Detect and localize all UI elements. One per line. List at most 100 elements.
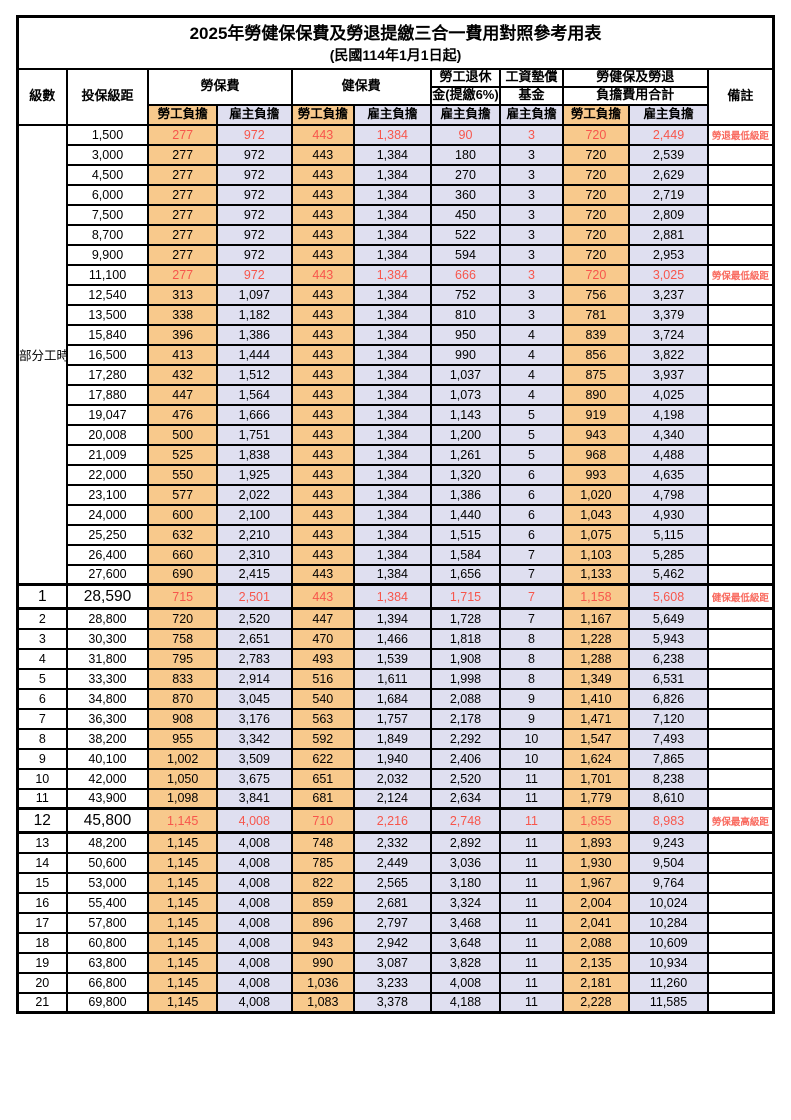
cell-pension-employer: 1,584	[429, 543, 502, 566]
header-pension-line1: 勞工退休	[429, 67, 502, 88]
cell-health-insurance-employee: 443	[290, 523, 356, 546]
table-row: 15 53,000 1,145 4,008 822 2,565 3,180 11 1,967 9,…	[16, 871, 775, 894]
cell-health-insurance-employer: 1,384	[353, 263, 432, 286]
cell-labor-insurance-employer: 972	[215, 203, 293, 226]
cell-pension-employer: 3,648	[429, 931, 502, 954]
table-row: 12,540 313 1,097 443 1,384 752 3 756 3,237	[18, 283, 775, 306]
table-row: 19 63,800 1,145 4,008 990 3,087 3,828 11 2,135 10…	[16, 951, 775, 974]
cell-health-insurance-employer: 1,466	[353, 627, 432, 650]
cell-pension-employer: 450	[429, 203, 502, 226]
cell-total-employee: 720	[561, 223, 631, 246]
table-row: 2 28,800 720 2,520 447 1,394 1,728 7 1,167 5,649	[16, 607, 775, 630]
cell-health-insurance-employee: 443	[290, 283, 356, 306]
cell-wage-fund-employer: 3	[499, 243, 564, 266]
cell-pension-employer: 90	[429, 123, 502, 146]
table-row: 9,900 277 972 443 1,384 594 3 720 2,953	[18, 243, 775, 266]
cell-remark	[706, 687, 775, 710]
cell-labor-insurance-employee: 1,002	[147, 747, 218, 770]
cell-health-insurance-employer: 2,032	[353, 767, 432, 790]
cell-wage-fund-employer: 11	[499, 951, 564, 974]
cell-labor-insurance-employee: 577	[147, 483, 218, 506]
header-pension-employer: 雇主負擔	[429, 103, 502, 126]
cell-health-insurance-employee: 443	[290, 123, 356, 146]
cell-health-insurance-employee: 563	[290, 707, 356, 730]
header-row-3: 勞工負擔 雇主負擔 勞工負擔 雇主負擔 雇主負擔 雇主負擔 勞工負擔 雇主負擔	[18, 103, 774, 126]
cell-insured-bracket: 30,300	[65, 627, 150, 650]
cell-labor-insurance-employer: 972	[215, 243, 293, 266]
cell-wage-fund-employer: 11	[499, 891, 564, 914]
cell-health-insurance-employee: 493	[290, 647, 356, 670]
cell-grade: 19	[16, 951, 68, 974]
cell-total-employee: 1,020	[561, 483, 631, 506]
cell-labor-insurance-employee: 432	[147, 363, 218, 386]
cell-health-insurance-employer: 2,942	[353, 931, 432, 954]
cell-labor-insurance-employer: 1,564	[215, 383, 293, 406]
cell-labor-insurance-employee: 476	[147, 403, 218, 426]
header-wage-fund-employer: 雇主負擔	[499, 103, 564, 126]
table-row: 15,840 396 1,386 443 1,384 950 4 839 3,724	[18, 323, 775, 346]
cell-total-employee: 1,043	[561, 503, 631, 526]
cell-labor-insurance-employee: 1,145	[147, 871, 218, 894]
table-row: 5 33,300 833 2,914 516 1,611 1,998 8 1,349 6,531	[16, 667, 775, 690]
cell-total-employer: 2,719	[628, 183, 709, 206]
cell-health-insurance-employee: 470	[290, 627, 356, 650]
cell-labor-insurance-employer: 2,022	[215, 483, 293, 506]
cell-labor-insurance-employee: 277	[147, 123, 218, 146]
cell-insured-bracket: 34,800	[65, 687, 150, 710]
header-total-employee: 勞工負擔	[561, 103, 631, 126]
cell-pension-employer: 1,715	[429, 583, 502, 610]
cell-health-insurance-employee: 943	[290, 931, 356, 954]
cell-insured-bracket: 19,047	[65, 403, 150, 426]
cell-total-employer: 5,462	[628, 563, 709, 586]
cell-wage-fund-employer: 3	[499, 263, 564, 286]
cell-wage-fund-employer: 8	[499, 647, 564, 670]
cell-insured-bracket: 6,000	[65, 183, 150, 206]
cell-labor-insurance-employer: 4,008	[215, 891, 293, 914]
cell-grade: 7	[16, 707, 68, 730]
cell-remark	[706, 667, 775, 690]
cell-remark	[706, 747, 775, 770]
cell-total-employee: 720	[561, 243, 631, 266]
cell-remark	[706, 483, 775, 506]
cell-remark	[706, 851, 775, 874]
table-row: 7,500 277 972 443 1,384 450 3 720 2,809	[18, 203, 775, 226]
cell-health-insurance-employee: 443	[290, 503, 356, 526]
cell-labor-insurance-employee: 632	[147, 523, 218, 546]
cell-health-insurance-employer: 2,797	[353, 911, 432, 934]
cell-labor-insurance-employee: 447	[147, 383, 218, 406]
cell-total-employee: 2,004	[561, 891, 631, 914]
header-grade: 級數	[16, 67, 68, 126]
cell-wage-fund-employer: 11	[499, 911, 564, 934]
cell-remark	[706, 203, 775, 226]
title-block: 2025年勞健保保費及勞退提繳三合一費用對照參考用表 (民國114年1月1日起)	[16, 15, 775, 70]
header-hi-employer: 雇主負擔	[353, 103, 432, 126]
cell-remark	[706, 143, 775, 166]
cell-remark	[706, 403, 775, 426]
cell-insured-bracket: 26,400	[65, 543, 150, 566]
cell-remark	[706, 951, 775, 974]
cell-health-insurance-employee: 443	[290, 323, 356, 346]
cell-total-employee: 839	[561, 323, 631, 346]
cell-wage-fund-employer: 10	[499, 727, 564, 750]
cell-total-employer: 5,608	[628, 583, 709, 610]
cell-pension-employer: 2,634	[429, 787, 502, 810]
cell-total-employer: 5,115	[628, 523, 709, 546]
cell-health-insurance-employer: 1,384	[353, 383, 432, 406]
cell-total-employee: 1,075	[561, 523, 631, 546]
cell-total-employer: 10,934	[628, 951, 709, 974]
cell-health-insurance-employee: 443	[290, 583, 356, 610]
cell-health-insurance-employer: 1,684	[353, 687, 432, 710]
cell-labor-insurance-employer: 3,509	[215, 747, 293, 770]
cell-health-insurance-employer: 1,384	[353, 223, 432, 246]
cell-total-employer: 10,609	[628, 931, 709, 954]
cell-total-employee: 2,181	[561, 971, 631, 994]
cell-health-insurance-employee: 443	[290, 483, 356, 506]
cell-total-employee: 1,471	[561, 707, 631, 730]
cell-labor-insurance-employee: 758	[147, 627, 218, 650]
cell-health-insurance-employee: 896	[290, 911, 356, 934]
cell-health-insurance-employee: 1,083	[290, 991, 356, 1014]
premium-table: 2025年勞健保保費及勞退提繳三合一費用對照參考用表 (民國114年1月1日起)…	[16, 15, 775, 1014]
cell-total-employer: 11,260	[628, 971, 709, 994]
table-row: 4,500 277 972 443 1,384 270 3 720 2,629	[18, 163, 775, 186]
cell-remark	[706, 363, 775, 386]
